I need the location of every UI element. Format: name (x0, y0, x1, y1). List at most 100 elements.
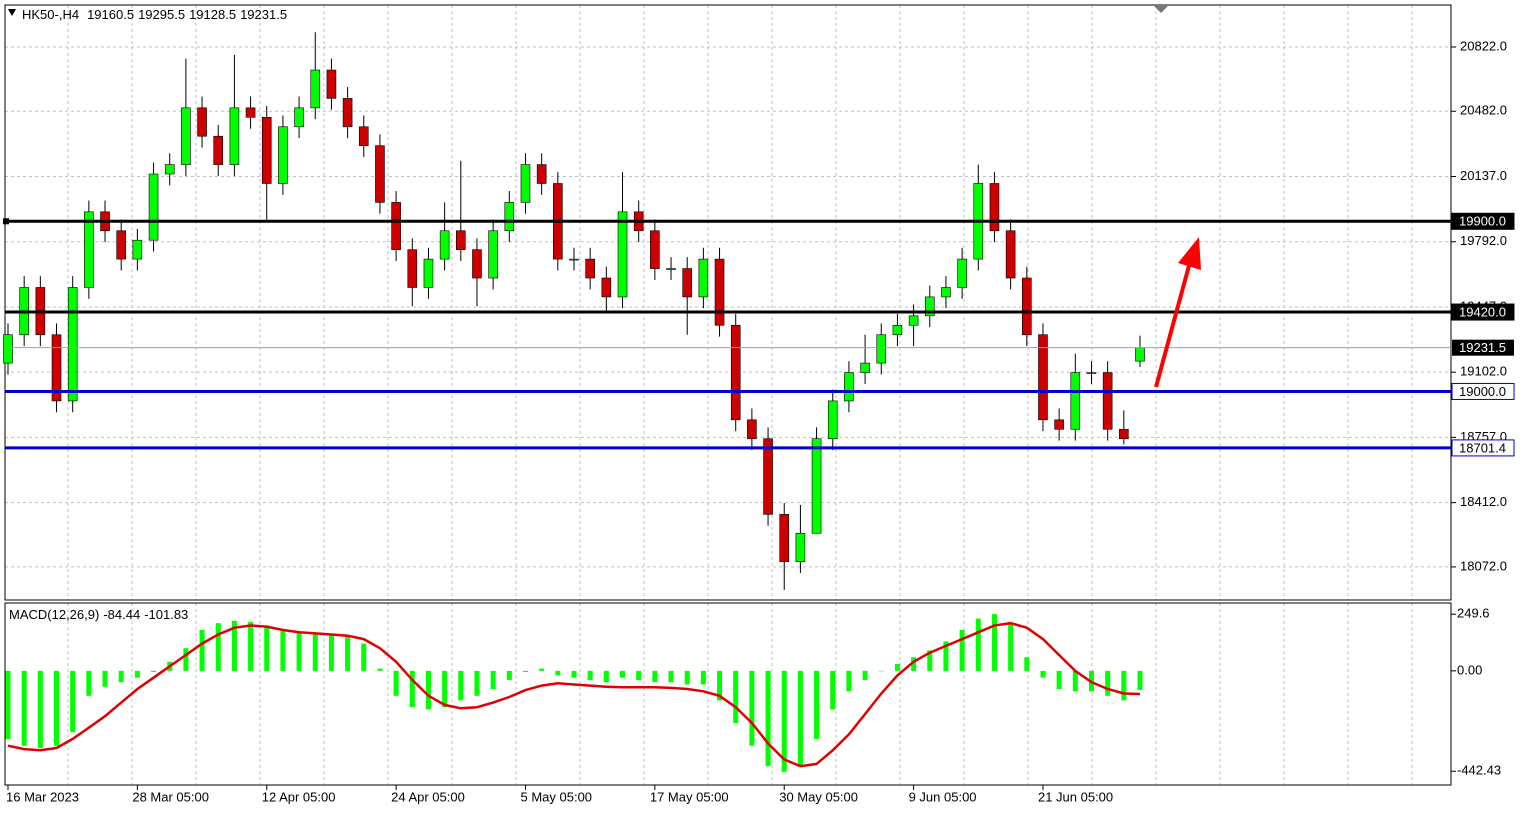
y-tick-label: 18072.0 (1460, 558, 1507, 573)
candle-body (504, 202, 515, 232)
candle-body (294, 107, 304, 128)
candle-body (763, 438, 773, 515)
macd-bar (361, 643, 367, 671)
macd-bar (231, 620, 237, 671)
macd-bar (668, 670, 674, 683)
x-tick-label: 28 Mar 05:00 (132, 789, 209, 804)
candle-body (213, 135, 224, 165)
candle-body (1021, 277, 1032, 336)
level-label: 18701.4 (1459, 440, 1506, 455)
macd-bar (733, 670, 739, 724)
candle-body (342, 98, 353, 128)
x-tick-label: 21 Jun 05:00 (1038, 789, 1113, 804)
candle-body (116, 230, 126, 260)
x-tick-label: 9 Jun 05:00 (909, 789, 977, 804)
candle-body (585, 258, 595, 279)
candle-body (844, 372, 854, 402)
candle-body (908, 315, 919, 326)
level-label-box (1451, 212, 1515, 230)
candle-body (682, 268, 693, 298)
candle-body (488, 230, 498, 279)
candle-body (1070, 372, 1081, 430)
y-tick-label: 19792.0 (1460, 233, 1507, 248)
shift-marker (1154, 6, 1168, 13)
candle-body (472, 249, 482, 279)
close-value: 19231.5 (240, 7, 287, 22)
macd-bar (102, 670, 108, 687)
level-label: 19900.0 (1459, 214, 1506, 229)
candle-body (779, 514, 790, 562)
macd-bar (345, 636, 351, 671)
macd-bar (1056, 670, 1062, 690)
macd-bar (846, 670, 852, 692)
macd-bar (312, 633, 318, 671)
macd-bar (603, 670, 609, 683)
x-tick-label: 5 May 05:00 (520, 789, 592, 804)
candle-body (1086, 372, 1097, 374)
macd-bar (328, 634, 334, 671)
candle-body (278, 126, 288, 184)
macd-bar (814, 670, 820, 739)
candle-body (1102, 372, 1113, 430)
y-tick-label: -442.43 (1457, 763, 1501, 778)
macd-bar (296, 632, 302, 671)
macd-bar (199, 630, 205, 671)
macd-bar (717, 670, 723, 701)
level-label-box (1451, 382, 1515, 400)
macd-bar (280, 631, 286, 671)
candle-body (876, 334, 887, 364)
macd-bar (571, 670, 577, 678)
macd-bar (1105, 670, 1111, 696)
macd-bar (587, 670, 593, 680)
macd-bar (506, 670, 512, 680)
macd-bar (490, 670, 496, 690)
macd-bar (1024, 657, 1030, 671)
candle-body (811, 438, 822, 534)
macd-bar (425, 670, 431, 710)
x-tick-label: 30 May 05:00 (779, 789, 858, 804)
macd-bar (765, 670, 771, 767)
candle-body (1054, 419, 1064, 430)
candle-body (666, 268, 676, 270)
menu-marker (8, 9, 16, 16)
axis: 20822.020482.020137.019792.019447.019102… (6, 38, 1515, 804)
candle-body (650, 230, 660, 269)
candle-body (407, 249, 418, 288)
candle-body (423, 258, 434, 288)
arrow-head (1178, 237, 1201, 270)
macd-bar (215, 623, 221, 671)
macd-bar (474, 670, 480, 696)
candle-body (455, 230, 466, 250)
candle-body (67, 287, 78, 402)
y-tick-label: 20822.0 (1460, 38, 1507, 53)
candle-body (1135, 347, 1145, 362)
x-tick-label: 24 Apr 05:00 (391, 789, 465, 804)
macd-bar (636, 670, 642, 680)
macd-pane (4, 602, 1452, 786)
low-value: 19128.5 (189, 7, 236, 22)
price-label-box (1452, 339, 1514, 356)
macd-title: MACD(12,26,9) (9, 607, 99, 622)
macd-value: -84.44 (103, 607, 140, 622)
candle-body (1119, 428, 1129, 440)
macd-bar (442, 670, 448, 708)
price-pane (4, 4, 1452, 601)
y-tick-label: 0.00 (1457, 662, 1482, 677)
macd-bar (700, 670, 706, 685)
x-tick-label: 16 Mar 2023 (6, 789, 79, 804)
candle-body (1005, 230, 1016, 279)
candle-body (730, 324, 741, 421)
macd-bar (749, 670, 755, 746)
y-tick-label: 249.6 (1457, 606, 1490, 621)
macd-bar (183, 648, 189, 671)
y-tick-label: 20482.0 (1460, 103, 1507, 118)
candle-body (197, 107, 207, 137)
macd-bar (86, 670, 92, 696)
macd-bar (264, 625, 270, 671)
candle-body (924, 296, 935, 317)
level-label: 19420.0 (1459, 304, 1506, 319)
macd-bar (943, 641, 949, 671)
arrow-shaft (1154, 261, 1192, 388)
level-label-box (1451, 439, 1515, 457)
